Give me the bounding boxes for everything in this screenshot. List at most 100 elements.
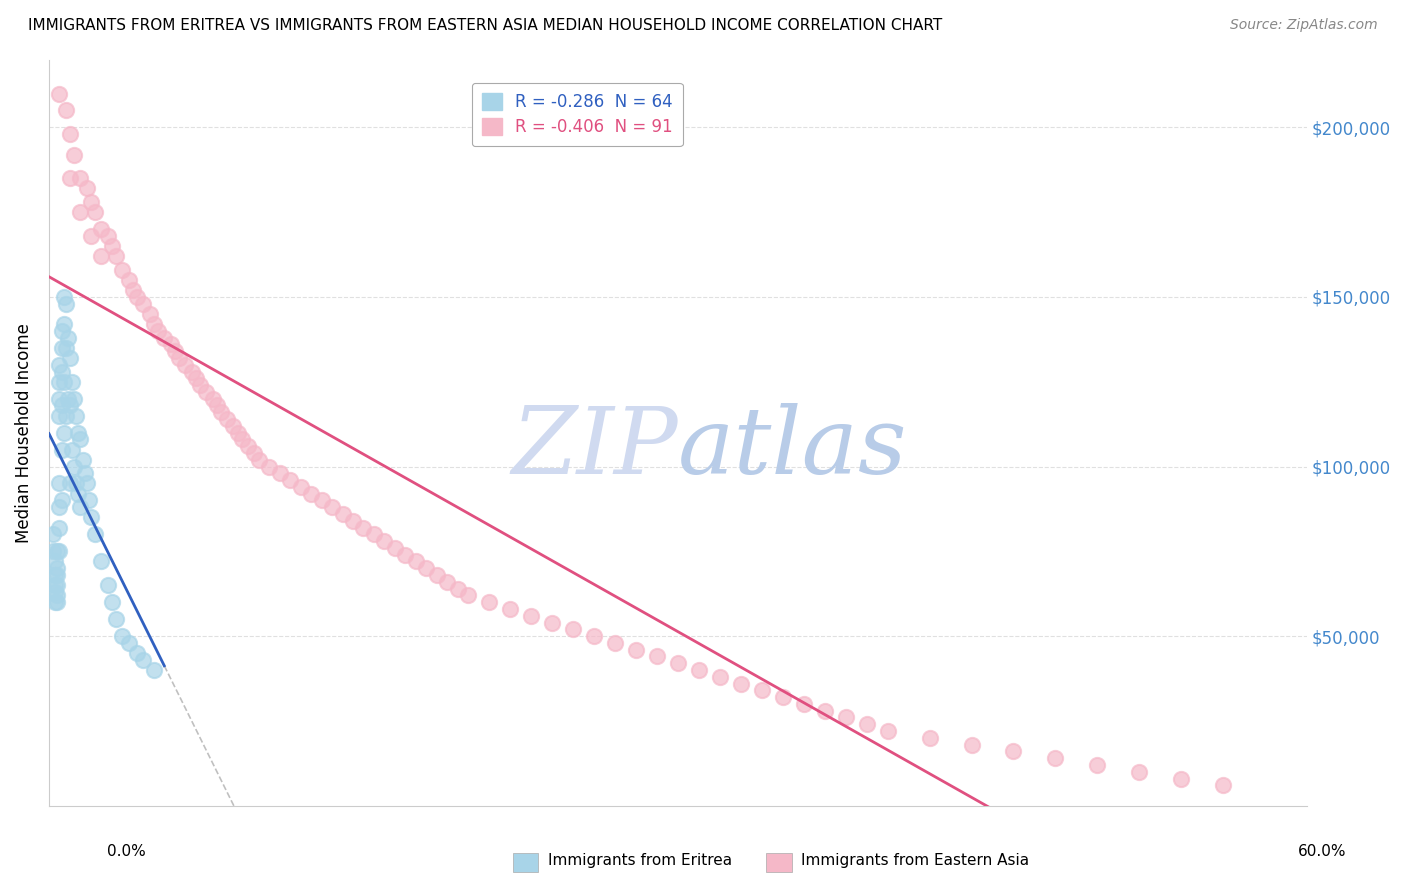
Point	[290, 480, 312, 494]
Y-axis label: Median Household Income: Median Household Income	[15, 323, 32, 542]
Point	[353, 520, 375, 534]
Text: Immigrants from Eritrea: Immigrants from Eritrea	[548, 854, 733, 868]
Point	[48, 358, 70, 372]
Point	[46, 595, 69, 609]
Point	[48, 544, 70, 558]
Point	[101, 595, 124, 609]
Point	[247, 452, 270, 467]
Point	[42, 544, 65, 558]
Point	[209, 405, 232, 419]
Point	[835, 710, 858, 724]
Point	[457, 588, 479, 602]
Point	[44, 568, 66, 582]
Point	[97, 578, 120, 592]
Point	[243, 446, 266, 460]
Point	[562, 622, 585, 636]
Point	[90, 222, 112, 236]
Point	[60, 375, 83, 389]
Point	[44, 578, 66, 592]
Point	[63, 392, 86, 406]
Point	[105, 249, 128, 263]
Text: Source: ZipAtlas.com: Source: ZipAtlas.com	[1230, 18, 1378, 32]
Point	[51, 493, 73, 508]
Point	[76, 476, 98, 491]
Point	[84, 205, 107, 219]
Point	[138, 307, 160, 321]
Point	[63, 459, 86, 474]
Point	[142, 317, 165, 331]
Point	[876, 724, 898, 739]
Point	[153, 331, 176, 345]
Point	[1045, 751, 1067, 765]
Point	[184, 371, 207, 385]
Point	[342, 514, 364, 528]
Point	[117, 636, 139, 650]
Point	[48, 476, 70, 491]
Point	[436, 574, 458, 589]
Point	[1085, 758, 1108, 772]
Point	[405, 554, 427, 568]
Point	[59, 351, 82, 365]
Point	[855, 717, 877, 731]
Point	[132, 653, 155, 667]
Point	[1170, 772, 1192, 786]
Point	[793, 697, 815, 711]
Point	[688, 663, 710, 677]
Point	[111, 629, 134, 643]
Point	[44, 595, 66, 609]
Point	[73, 467, 96, 481]
Point	[751, 683, 773, 698]
Point	[46, 561, 69, 575]
Point	[709, 670, 731, 684]
Point	[226, 425, 249, 440]
Point	[278, 473, 301, 487]
Point	[44, 554, 66, 568]
Point	[51, 341, 73, 355]
Point	[603, 636, 626, 650]
Point	[46, 588, 69, 602]
Point	[48, 392, 70, 406]
Point	[201, 392, 224, 406]
Point	[415, 561, 437, 575]
Point	[59, 399, 82, 413]
Point	[645, 649, 668, 664]
Point	[67, 486, 90, 500]
Point	[69, 205, 91, 219]
Point	[51, 399, 73, 413]
Point	[77, 493, 100, 508]
Point	[80, 194, 103, 209]
Point	[1128, 764, 1150, 779]
Point	[60, 442, 83, 457]
Point	[520, 608, 543, 623]
Point	[80, 229, 103, 244]
Point	[52, 317, 75, 331]
Point	[44, 585, 66, 599]
Point	[1002, 744, 1025, 758]
Point	[311, 493, 333, 508]
Point	[180, 365, 202, 379]
Text: Immigrants from Eastern Asia: Immigrants from Eastern Asia	[801, 854, 1029, 868]
Point	[67, 425, 90, 440]
Point	[426, 568, 449, 582]
Point	[46, 578, 69, 592]
Point	[222, 418, 245, 433]
Point	[772, 690, 794, 705]
Point	[52, 290, 75, 304]
Point	[146, 324, 169, 338]
Point	[321, 500, 343, 515]
Point	[125, 290, 148, 304]
Point	[257, 459, 280, 474]
Point	[55, 409, 77, 423]
Point	[163, 344, 186, 359]
Text: 0.0%: 0.0%	[107, 845, 146, 859]
Point	[55, 341, 77, 355]
Point	[90, 249, 112, 263]
Point	[56, 331, 79, 345]
Point	[730, 676, 752, 690]
Point	[111, 263, 134, 277]
Point	[51, 324, 73, 338]
Point	[52, 425, 75, 440]
Point	[101, 239, 124, 253]
Point	[72, 452, 94, 467]
Point	[666, 657, 689, 671]
